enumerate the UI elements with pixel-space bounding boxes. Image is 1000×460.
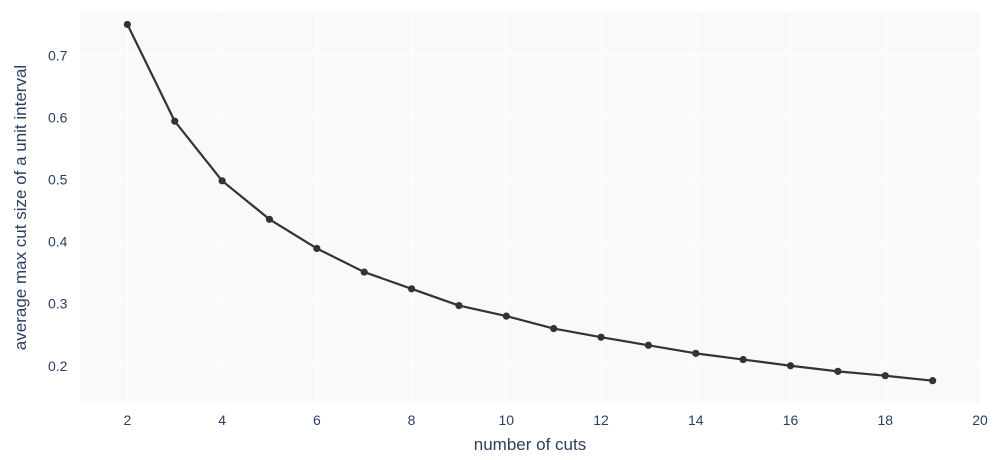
x-tick-label: 18	[877, 412, 893, 428]
data-point	[502, 312, 510, 320]
series-layer	[123, 20, 937, 385]
series-line	[126, 23, 934, 382]
y-axis-ticks: 0.2 0.3 0.4 0.5 0.6 0.7	[48, 47, 68, 373]
x-tick-label: 14	[688, 412, 704, 428]
y-tick-label: 0.7	[48, 47, 68, 63]
y-tick-label: 0.6	[48, 110, 68, 126]
x-axis-ticks: 2 4 6 8 10 12 14 16 18 20	[123, 412, 988, 428]
y-tick-label: 0.2	[48, 358, 68, 374]
y-tick-label: 0.3	[48, 296, 68, 312]
x-tick-label: 8	[408, 412, 416, 428]
data-point	[597, 333, 605, 341]
x-tick-label: 6	[313, 412, 321, 428]
x-tick-label: 4	[218, 412, 226, 428]
x-tick-label: 16	[783, 412, 799, 428]
data-point	[644, 341, 653, 349]
data-point	[313, 244, 321, 253]
data-point	[171, 117, 179, 125]
data-point	[407, 285, 416, 293]
y-tick-label: 0.4	[48, 234, 68, 250]
grid-lines	[80, 12, 981, 403]
x-tick-label: 20	[972, 412, 988, 428]
data-point	[360, 268, 368, 276]
y-axis-title: average max cut size of a unit interval	[11, 65, 30, 350]
y-tick-label: 0.5	[48, 172, 68, 188]
plot-area	[80, 12, 980, 403]
data-point	[739, 355, 747, 364]
data-point	[786, 362, 795, 370]
data-point	[265, 215, 274, 223]
data-point	[929, 377, 937, 385]
data-point	[550, 324, 558, 333]
x-tick-label: 2	[123, 412, 131, 428]
data-point	[881, 372, 889, 380]
x-tick-label: 12	[593, 412, 609, 428]
data-point	[218, 177, 226, 185]
data-point	[123, 20, 131, 29]
data-point	[834, 367, 842, 375]
data-point	[692, 349, 700, 357]
data-point	[455, 301, 463, 310]
x-tick-label: 10	[499, 412, 515, 428]
x-axis-title: number of cuts	[474, 435, 586, 454]
